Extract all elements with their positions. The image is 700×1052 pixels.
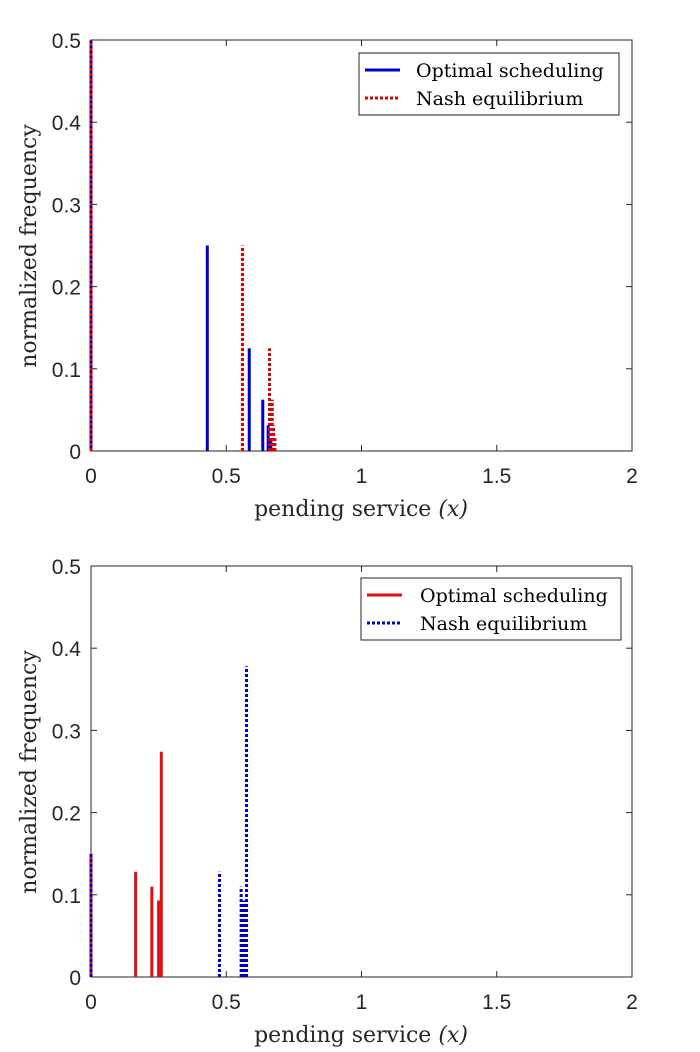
legend-label-optimal: Optimal scheduling [420, 585, 608, 607]
chart-bottom: 0 0.5 1 1.5 2 0 0.1 0.2 0.3 0.4 0.5 pending servi… [17, 556, 638, 1048]
y-ticks: 0 0.1 0.2 0.3 0.4 0.5 [52, 30, 632, 464]
x-ticks: 0 0.5 1 1.5 2 [85, 40, 638, 488]
x-tick-label: 1.5 [482, 991, 511, 1014]
y-tick-label: 0 [69, 967, 81, 990]
y-tick-label: 0.1 [52, 885, 81, 908]
x-ticks: 0 0.5 1 1.5 2 [85, 566, 638, 1014]
legend-label-nash: Nash equilibrium [416, 88, 583, 110]
x-tick-label: 0 [85, 991, 97, 1014]
x-axis-label-text: pending service [254, 1023, 431, 1048]
legend-label-optimal: Optimal scheduling [416, 60, 604, 82]
y-tick-label: 0.3 [52, 720, 81, 743]
y-tick-label: 0.5 [52, 556, 81, 579]
x-tick-label: 0 [85, 465, 97, 488]
x-axis-label: pending service (x) [254, 1023, 468, 1048]
legend-label-nash: Nash equilibrium [420, 613, 587, 635]
x-tick-label: 0.5 [212, 465, 241, 488]
bars [89, 666, 249, 977]
x-tick-label: 1 [356, 991, 368, 1014]
y-tick-label: 0 [69, 441, 81, 464]
y-tick-label: 0.2 [52, 277, 81, 300]
x-tick-label: 0.5 [212, 991, 241, 1014]
x-axis-label-text: pending service [254, 497, 431, 522]
y-tick-label: 0.4 [52, 112, 82, 135]
y-tick-label: 0.1 [52, 359, 81, 382]
y-tick-label: 0.4 [52, 638, 82, 661]
legend: Optimal scheduling Nash equilibrium [358, 52, 620, 116]
x-tick-label: 1.5 [482, 465, 511, 488]
y-tick-label: 0.2 [52, 803, 81, 826]
legend-box [358, 52, 620, 116]
x-tick-label: 2 [626, 991, 638, 1014]
x-tick-label: 2 [626, 465, 638, 488]
x-tick-label: 1 [356, 465, 368, 488]
x-axis-label: pending service (x) [254, 497, 468, 522]
legend-box [360, 577, 622, 641]
legend: Optimal scheduling Nash equilibrium [360, 577, 622, 641]
y-ticks: 0 0.1 0.2 0.3 0.4 0.5 [52, 556, 632, 990]
x-axis-label-var: (x) [438, 497, 468, 522]
y-axis-label: normalized frequency [17, 124, 42, 368]
y-tick-label: 0.3 [52, 194, 81, 217]
y-tick-label: 0.5 [52, 30, 81, 53]
x-axis-label-var: (x) [438, 1023, 468, 1048]
y-axis-label: normalized frequency [17, 650, 42, 894]
chart-top: 0 0.5 1 1.5 2 0 0.1 0.2 0.3 0.4 0.5 pending servi… [17, 30, 638, 522]
bars [89, 40, 277, 451]
